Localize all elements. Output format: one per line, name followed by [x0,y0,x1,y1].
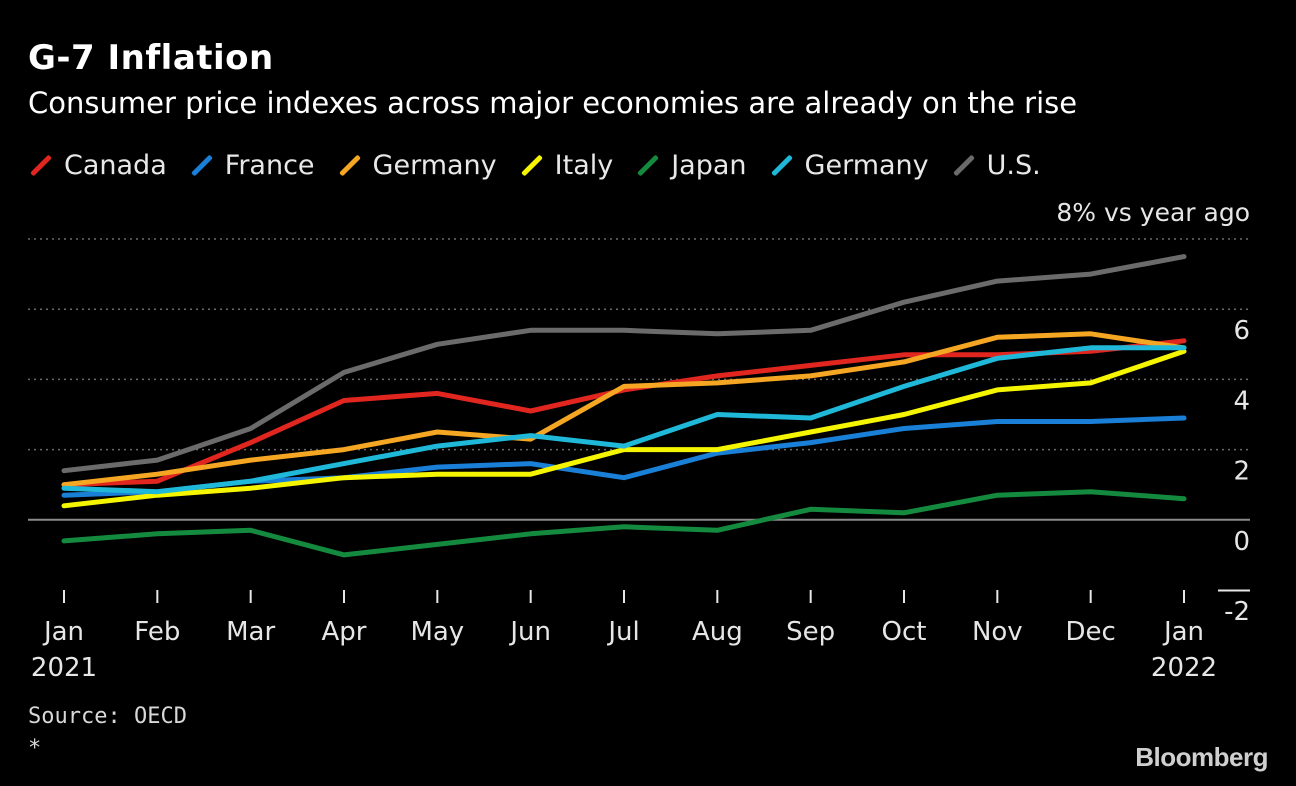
x-year-label-0: 2021 [31,653,97,683]
y-tick-label-3: 4 [1233,386,1250,416]
x-tick-label-12: Jan [1162,617,1204,647]
x-year-label-12: 2022 [1151,653,1217,683]
legend: Canada France Germany Italy Japan Germany U.S. [28,150,1063,181]
legend-item-2: Germany [337,150,497,181]
x-tick-label-7: Aug [692,617,743,647]
legend-label-1: France [224,150,315,181]
x-tick-label-8: Sep [786,617,835,647]
chart-subtitle: Consumer price indexes across major econ… [28,86,1078,120]
x-tick-label-2: Mar [226,617,275,647]
legend-label-0: Canada [64,150,167,181]
series-line-germany-2 [61,331,1187,488]
chart-title: G-7 Inflation [28,38,274,78]
series-line-italy-3 [61,348,1187,509]
bloomberg-logo: Bloomberg [1135,742,1268,772]
y-tick-label-1: 0 [1233,527,1250,557]
series-line-us-6 [61,254,1187,474]
y-tick-label-2: 2 [1233,457,1250,487]
legend-item-5: Germany [769,150,929,181]
x-tick-label-5: Jun [508,617,551,647]
series-line-canada-0 [61,338,1187,488]
x-tick-label-10: Nov [972,617,1023,647]
x-tick-label-3: Apr [322,617,367,647]
source-note: Source: OECD [28,704,187,729]
legend-item-0: Canada [28,150,167,181]
y-tick-label-4: 6 [1233,316,1250,346]
series-line-japan-4 [61,489,1187,558]
legend-label-6: U.S. [986,150,1041,181]
legend-label-5: Germany [804,150,929,181]
legend-item-6: U.S. [951,150,1041,181]
y-tick-label-0: -2 [1224,597,1250,627]
legend-item-4: Japan [635,150,747,181]
x-tick-label-9: Oct [882,617,927,647]
legend-item-1: France [189,150,315,181]
legend-label-3: Italy [554,150,614,181]
footnote: * [28,736,42,761]
line-chart: -2 0 2 4 6 8% vs year ago Jan 2021 Feb Mar Apr May J… [28,198,1250,683]
y-unit-label: 8% vs year ago [1056,198,1250,227]
legend-item-3: Italy [519,150,614,181]
legend-label-4: Japan [671,150,747,181]
x-tick-label-4: May [410,617,464,647]
legend-label-2: Germany [372,150,497,181]
x-tick-label-6: Jul [606,617,639,647]
x-tick-label-0: Jan [42,617,84,647]
x-tick-label-11: Dec [1066,617,1116,647]
series-line-germany-5 [61,345,1187,495]
x-tick-label-1: Feb [134,617,180,647]
